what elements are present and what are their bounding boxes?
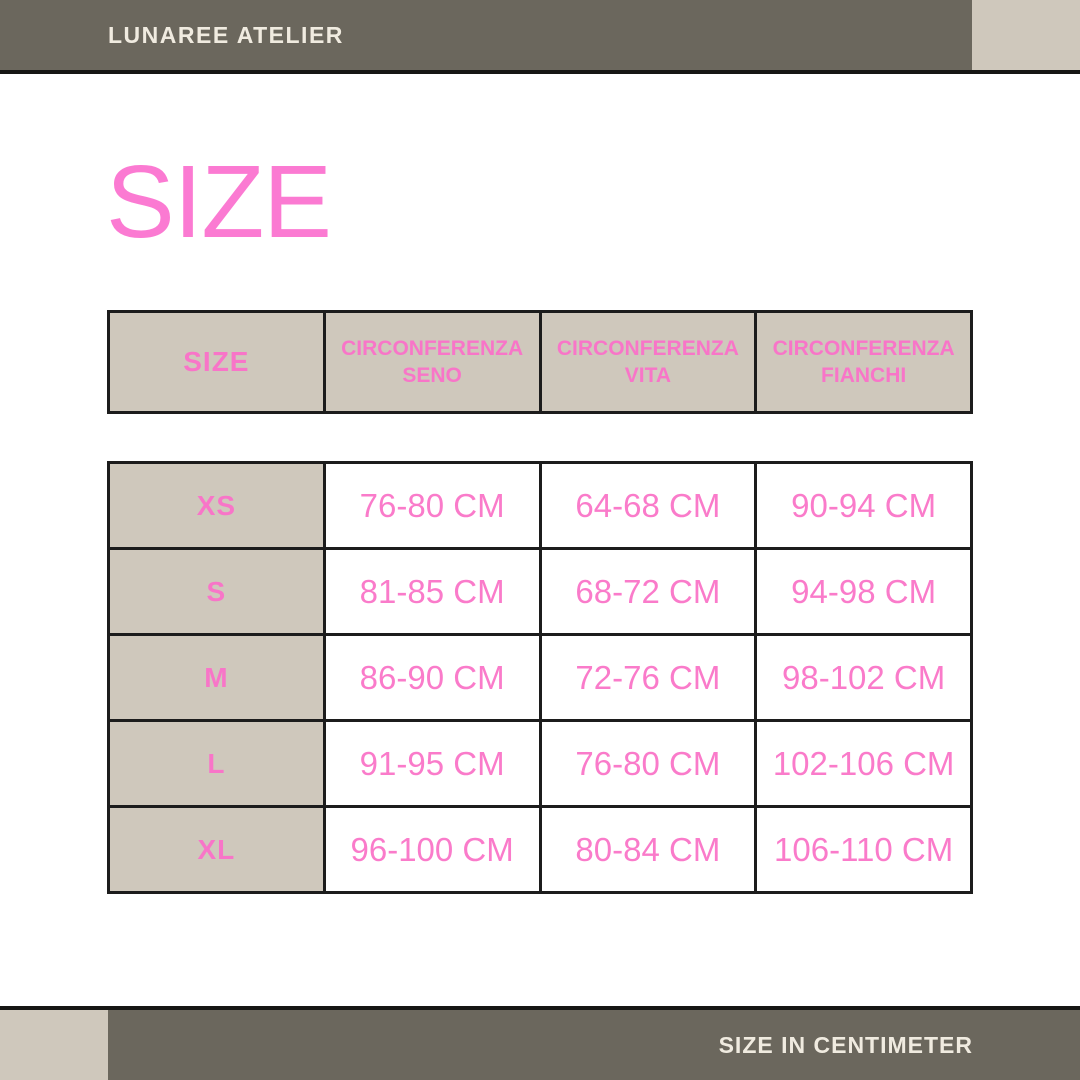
table-row-xs: XS 76-80 CM 64-68 CM 90-94 CM [107, 461, 973, 550]
header-cell-size: SIZE [107, 310, 326, 414]
top-bar: LUNAREE ATELIER [0, 0, 1080, 70]
hips-value: 90-94 CM [754, 461, 973, 550]
table-row-l: L 91-95 CM 76-80 CM 102-106 CM [107, 719, 973, 808]
header-cell-hips: CIRCONFERENZA FIANCHI [754, 310, 973, 414]
waist-value: 80-84 CM [538, 805, 758, 894]
bust-value: 86-90 CM [322, 633, 542, 722]
hips-value: 106-110 CM [754, 805, 973, 894]
top-divider [0, 70, 1080, 74]
bottom-divider [0, 1006, 1080, 1010]
hips-value: 98-102 CM [754, 633, 973, 722]
table-row-m: M 86-90 CM 72-76 CM 98-102 CM [107, 633, 973, 722]
table-row-s: S 81-85 CM 68-72 CM 94-98 CM [107, 547, 973, 636]
bust-value: 81-85 CM [322, 547, 542, 636]
table-row-xl: XL 96-100 CM 80-84 CM 106-110 CM [107, 805, 973, 894]
brand-name: LUNAREE ATELIER [108, 22, 344, 48]
hips-value: 94-98 CM [754, 547, 973, 636]
units-note: SIZE IN CENTIMETER [718, 1032, 973, 1058]
size-label: M [107, 633, 326, 722]
top-bar-accent-block [972, 0, 1080, 70]
size-label: XS [107, 461, 326, 550]
waist-value: 68-72 CM [538, 547, 758, 636]
size-label: S [107, 547, 326, 636]
bust-value: 91-95 CM [322, 719, 542, 808]
page-title: SIZE [106, 144, 332, 259]
bottom-bar-accent-block [0, 1010, 108, 1080]
size-label: XL [107, 805, 326, 894]
size-table-header: SIZE CIRCONFERENZA SENO CIRCONFERENZA VI… [107, 310, 973, 414]
hips-value: 102-106 CM [754, 719, 973, 808]
header-row: SIZE CIRCONFERENZA SENO CIRCONFERENZA VI… [107, 310, 973, 414]
waist-value: 64-68 CM [538, 461, 758, 550]
bottom-bar [0, 1010, 1080, 1080]
waist-value: 76-80 CM [538, 719, 758, 808]
bust-value: 96-100 CM [322, 805, 542, 894]
size-table-body: XS 76-80 CM 64-68 CM 90-94 CM S 81-85 CM… [107, 461, 973, 894]
header-cell-bust: CIRCONFERENZA SENO [322, 310, 542, 414]
header-cell-waist: CIRCONFERENZA VITA [538, 310, 758, 414]
size-label: L [107, 719, 326, 808]
waist-value: 72-76 CM [538, 633, 758, 722]
bust-value: 76-80 CM [322, 461, 542, 550]
